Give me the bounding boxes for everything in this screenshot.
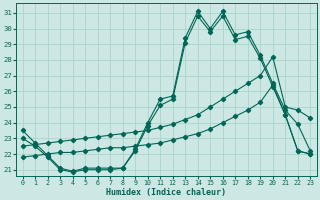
X-axis label: Humidex (Indice chaleur): Humidex (Indice chaleur) <box>107 188 227 197</box>
